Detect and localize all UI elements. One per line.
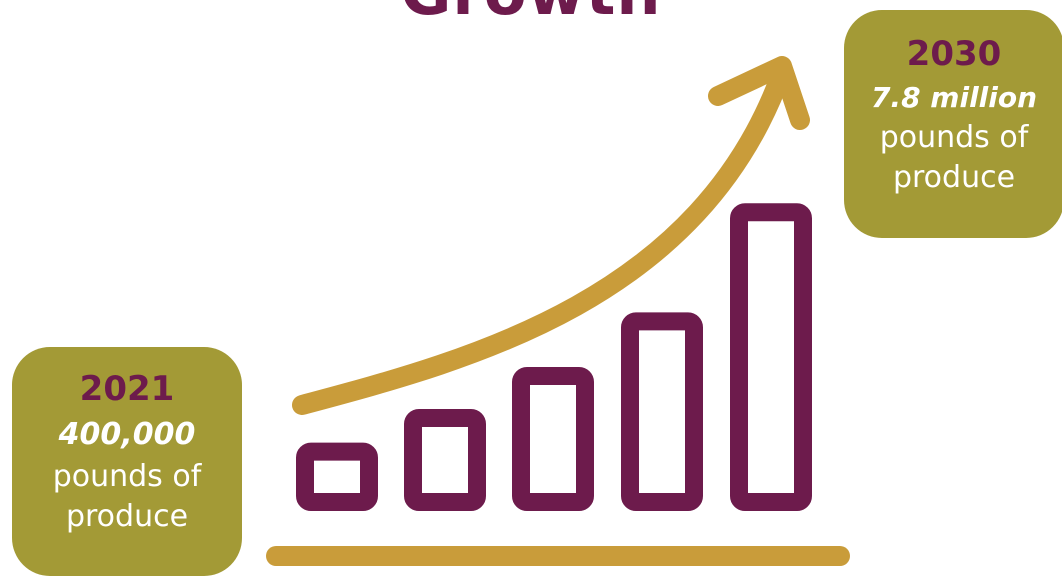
bar-2 [404, 409, 486, 511]
callout-year: 2021 [79, 369, 175, 409]
callout-year: 2030 [906, 34, 1002, 74]
bar-1 [296, 442, 378, 512]
callout-unit: pounds of produce [52, 459, 202, 534]
arrow-head-icon [708, 56, 810, 130]
bar-5 [730, 203, 812, 511]
callout-amount: 400,000 [58, 417, 196, 452]
callout-amount: 7.8 million [870, 81, 1038, 114]
bars-group [296, 203, 812, 512]
bar-3 [512, 367, 594, 511]
callout-unit: pounds of produce [879, 120, 1029, 195]
page-title: Growth [0, 0, 1062, 28]
callout-2021: 2021 400,000 pounds of produce [12, 347, 242, 576]
rising-arrow-shaft [292, 62, 792, 415]
callout-2030: 2030 7.8 million pounds of produce [844, 10, 1062, 238]
bar-4 [621, 312, 703, 511]
